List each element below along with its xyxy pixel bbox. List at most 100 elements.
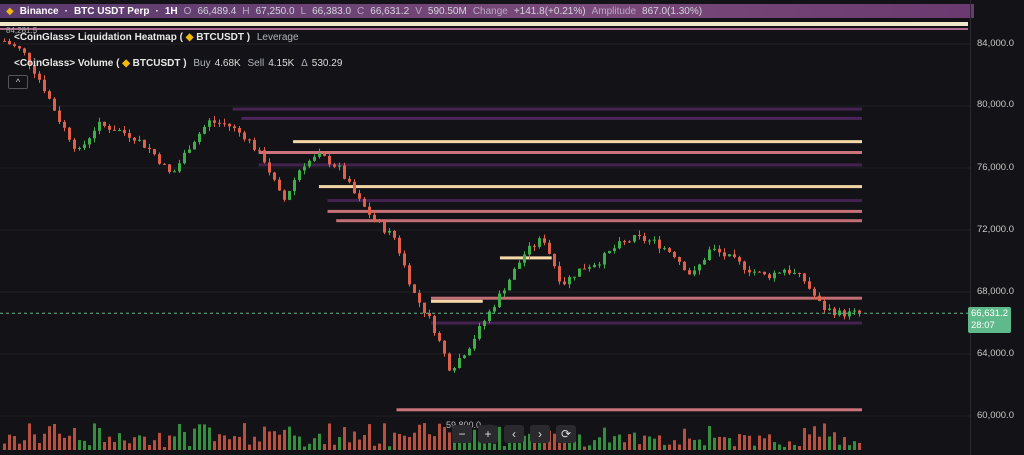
- candle: [378, 220, 381, 222]
- volume-bar: [268, 431, 271, 450]
- volume-bar: [733, 446, 736, 450]
- scroll-left-button[interactable]: ‹: [504, 425, 524, 443]
- candle: [563, 281, 566, 285]
- candle: [553, 253, 556, 267]
- volume-bar: [523, 435, 526, 450]
- volume-bar: [33, 434, 36, 450]
- candle: [548, 242, 551, 254]
- volume-bar: [13, 436, 16, 450]
- candle: [603, 253, 606, 265]
- reset-chart-button[interactable]: ⟳: [556, 425, 576, 443]
- symbol[interactable]: BTC USDT Perp: [73, 5, 150, 17]
- volume-bar: [398, 433, 401, 450]
- candle: [338, 165, 341, 167]
- candle: [773, 272, 776, 279]
- volume-bar: [313, 438, 316, 450]
- volume-bar: [808, 434, 811, 450]
- volume-bar: [853, 441, 856, 450]
- buy-value: 4.68K: [214, 58, 241, 69]
- heat-band: [0, 22, 968, 26]
- change-label: Change: [472, 5, 508, 17]
- candle: [808, 281, 811, 289]
- heat-level: [318, 185, 862, 189]
- volume-bar: [43, 433, 46, 450]
- candle: [738, 257, 741, 262]
- price-chart[interactable]: [0, 0, 970, 455]
- volume-bar: [708, 425, 711, 450]
- volume-bar: [188, 446, 191, 450]
- volume-bar: [843, 437, 846, 450]
- interval[interactable]: 1H: [164, 5, 178, 17]
- candle: [418, 292, 421, 303]
- volume-bar: [393, 432, 396, 450]
- candle: [383, 221, 386, 233]
- candle: [28, 52, 31, 65]
- candle: [13, 44, 16, 47]
- candle: [618, 241, 621, 249]
- candle: [408, 265, 411, 285]
- candle: [488, 311, 491, 321]
- volume-bar: [58, 433, 61, 450]
- zoom-out-button[interactable]: −: [452, 425, 472, 443]
- candle: [813, 288, 816, 296]
- candle: [573, 276, 576, 278]
- candle: [283, 190, 286, 200]
- zoom-in-button[interactable]: +: [478, 425, 498, 443]
- candle: [733, 254, 736, 258]
- volume-bar: [623, 442, 626, 450]
- volume-bar: [223, 435, 226, 450]
- candle: [538, 238, 541, 247]
- heat-level: [293, 140, 863, 144]
- volume-bar: [118, 433, 121, 450]
- candle: [478, 325, 481, 339]
- candle: [183, 152, 186, 164]
- chevron-up-icon[interactable]: ^: [8, 75, 28, 89]
- candle: [758, 271, 761, 273]
- volume-bar: [158, 432, 161, 450]
- indicator-symbol: BTCUSDT ): [132, 58, 187, 69]
- volume-bar: [353, 431, 356, 450]
- volume-bar: [783, 446, 786, 450]
- volume-bar: [83, 440, 86, 450]
- candle: [193, 142, 196, 150]
- candle: [663, 248, 666, 250]
- heatmap-indicator-legend[interactable]: <CoinGlass> Liquidation Heatmap ( ◆ BTCU…: [14, 32, 299, 43]
- price-tick: 76,000.0: [977, 162, 1014, 173]
- current-price: 66,631.2: [971, 308, 1008, 319]
- candle: [688, 270, 691, 275]
- heat-level: [431, 299, 483, 303]
- indicator-name: <CoinGlass> Volume (: [14, 58, 120, 69]
- current-price-label: 66,631.2 28:07: [968, 307, 1011, 333]
- scroll-right-button[interactable]: ›: [530, 425, 550, 443]
- candle: [783, 269, 786, 273]
- price-tick: 84,000.0: [977, 38, 1014, 49]
- volume-bar: [768, 434, 771, 450]
- volume-bar: [698, 439, 701, 450]
- candle: [113, 129, 116, 131]
- candle: [633, 235, 636, 242]
- candle: [788, 269, 791, 274]
- candle: [648, 240, 651, 242]
- volume-bar: [148, 444, 151, 450]
- delta-label: Δ: [301, 58, 308, 69]
- high-price-label: 84,281.5: [6, 26, 38, 35]
- volume-bar: [363, 435, 366, 450]
- candle: [53, 98, 56, 111]
- candle: [583, 268, 586, 270]
- candle: [503, 290, 506, 294]
- candle: [678, 257, 681, 262]
- volume-indicator-legend[interactable]: <CoinGlass> Volume ( ◆ BTCUSDT ) Buy 4.68…: [14, 58, 342, 69]
- volume-bar: [258, 441, 261, 450]
- candle: [673, 251, 676, 258]
- volume-bar: [473, 429, 476, 450]
- price-axis[interactable]: 84,000.0 80,000.0 76,000.0 72,000.0 68,0…: [970, 0, 1024, 455]
- volume-bar: [738, 434, 741, 450]
- candle: [233, 126, 236, 129]
- close-value: 66,631.2: [370, 5, 410, 17]
- candle: [358, 193, 361, 199]
- candle: [608, 250, 611, 254]
- candle: [363, 198, 366, 207]
- volume-bar: [28, 423, 31, 450]
- candle: [623, 241, 626, 243]
- candle: [323, 153, 326, 156]
